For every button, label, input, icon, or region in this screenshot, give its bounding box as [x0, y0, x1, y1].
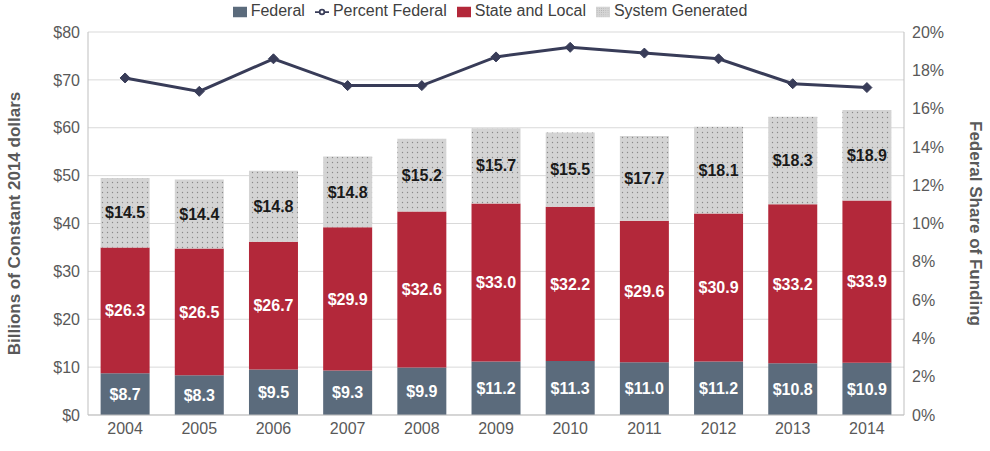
svg-text:20%: 20%: [912, 24, 944, 41]
svg-text:$50: $50: [53, 167, 80, 184]
svg-text:$40: $40: [53, 215, 80, 232]
svg-text:16%: 16%: [912, 100, 944, 117]
svg-text:$8.7: $8.7: [110, 386, 141, 403]
svg-text:$26.3: $26.3: [105, 302, 145, 319]
svg-text:$26.7: $26.7: [253, 297, 293, 314]
html-text:Federal: Federal: [250, 2, 305, 19]
svg-text:2007: 2007: [330, 420, 366, 437]
html-text:System Generated: System Generated: [613, 2, 748, 19]
svg-text:8%: 8%: [912, 253, 935, 270]
svg-text:$30.9: $30.9: [699, 279, 739, 296]
svg-text:Billions of Constant 2014 doll: Billions of Constant 2014 dollars: [5, 92, 24, 356]
svg-text:$10.9: $10.9: [847, 381, 887, 398]
svg-text:$32.2: $32.2: [550, 276, 590, 293]
svg-text:$11.3: $11.3: [551, 380, 590, 397]
svg-text:$14.4: $14.4: [179, 206, 219, 223]
svg-text:$70: $70: [53, 72, 80, 89]
svg-text:$15.7: $15.7: [476, 157, 516, 174]
svg-text:$60: $60: [53, 119, 80, 136]
svg-text:$10: $10: [53, 359, 80, 376]
svg-text:$18.9: $18.9: [847, 147, 887, 164]
svg-text:$17.7: $17.7: [624, 170, 664, 187]
svg-text:$30: $30: [53, 263, 80, 280]
svg-text:2008: 2008: [404, 420, 440, 437]
svg-text:$18.1: $18.1: [699, 162, 739, 179]
svg-text:$33.0: $33.0: [476, 274, 516, 291]
svg-text:$11.0: $11.0: [625, 380, 664, 397]
svg-text:$14.8: $14.8: [253, 198, 293, 215]
svg-text:$9.3: $9.3: [332, 384, 363, 401]
svg-text:Federal Share of Funding: Federal Share of Funding: [966, 121, 985, 326]
svg-text:2%: 2%: [912, 368, 935, 385]
svg-text:6%: 6%: [912, 292, 935, 309]
svg-text:10%: 10%: [912, 215, 944, 232]
svg-text:2004: 2004: [107, 420, 143, 437]
svg-text:2005: 2005: [181, 420, 217, 437]
svg-text:$80: $80: [53, 24, 80, 41]
svg-text:2006: 2006: [256, 420, 292, 437]
svg-text:$29.9: $29.9: [328, 291, 368, 308]
svg-text:2014: 2014: [849, 420, 885, 437]
svg-text:$11.2: $11.2: [476, 380, 515, 397]
svg-text:$32.6: $32.6: [402, 281, 442, 298]
svg-text:$26.5: $26.5: [179, 304, 219, 321]
svg-text:2013: 2013: [775, 420, 811, 437]
svg-text:$33.9: $33.9: [847, 273, 887, 290]
svg-text:14%: 14%: [912, 139, 944, 156]
svg-text:$29.6: $29.6: [624, 283, 664, 300]
html-text:Percent Federal: Percent Federal: [332, 2, 447, 19]
svg-text:$9.9: $9.9: [406, 383, 437, 400]
svg-text:12%: 12%: [912, 177, 944, 194]
svg-text:$0: $0: [62, 407, 80, 424]
svg-text:$15.5: $15.5: [550, 161, 590, 178]
html-text:State and Local: State and Local: [474, 2, 586, 19]
svg-text:2010: 2010: [552, 420, 588, 437]
svg-text:$18.3: $18.3: [773, 152, 813, 169]
svg-text:0%: 0%: [912, 407, 935, 424]
svg-text:$20: $20: [53, 311, 80, 328]
svg-text:$14.8: $14.8: [328, 184, 368, 201]
svg-text:$8.3: $8.3: [184, 387, 215, 404]
svg-text:2009: 2009: [478, 420, 514, 437]
svg-text:18%: 18%: [912, 62, 944, 79]
svg-text:$9.5: $9.5: [258, 384, 289, 401]
svg-text:2012: 2012: [701, 420, 737, 437]
svg-text:2011: 2011: [627, 420, 662, 437]
svg-text:$11.2: $11.2: [699, 380, 738, 397]
svg-text:$33.2: $33.2: [773, 276, 813, 293]
svg-text:$15.2: $15.2: [402, 167, 442, 184]
svg-text:$14.5: $14.5: [105, 204, 145, 221]
svg-text:$10.8: $10.8: [773, 381, 813, 398]
svg-text:4%: 4%: [912, 330, 935, 347]
